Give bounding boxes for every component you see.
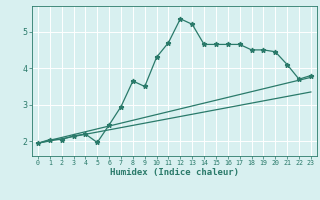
- X-axis label: Humidex (Indice chaleur): Humidex (Indice chaleur): [110, 168, 239, 177]
